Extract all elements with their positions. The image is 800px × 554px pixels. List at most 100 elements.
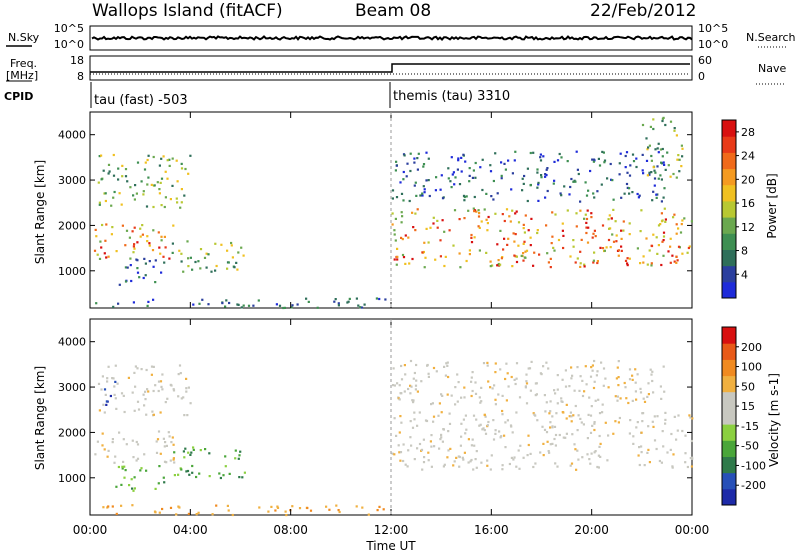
- velocity-echo-cell: [136, 367, 139, 370]
- power-echo-cell: [152, 229, 155, 232]
- power-echo-cell: [316, 306, 319, 309]
- power-echo-cell: [160, 271, 163, 274]
- power-echo-cell: [479, 166, 482, 169]
- power-echo-cell: [620, 249, 623, 252]
- velocity-echo-cell: [107, 449, 110, 452]
- velocity-echo-cell: [534, 462, 537, 465]
- velocity-echo-cell: [574, 404, 577, 408]
- power-echo-cell: [182, 270, 185, 273]
- velocity-echo-cell: [646, 395, 649, 398]
- power-echo-cell: [628, 187, 631, 190]
- velocity-echo-cell: [501, 468, 504, 471]
- velocity-echo-cell: [656, 415, 659, 418]
- velocity-echo-cell: [607, 386, 610, 389]
- power-echo-cell: [671, 254, 674, 257]
- power-echo-cell: [536, 231, 539, 235]
- power-echo-cell: [481, 158, 484, 161]
- velocity-echo-cell: [284, 510, 287, 513]
- velocity-echo-cell: [165, 461, 168, 464]
- power-echo-cell: [130, 279, 133, 283]
- velocity-echo-cell: [508, 462, 511, 466]
- power-echo-cell: [675, 134, 678, 137]
- velocity-echo-cell: [498, 430, 501, 433]
- power-echo-cell: [650, 154, 653, 158]
- velocity-echo-cell: [470, 458, 473, 462]
- power-echo-cell: [503, 237, 506, 240]
- power-echo-cell: [561, 229, 564, 232]
- velocity-echo-cell: [494, 429, 497, 432]
- velocity-echo-cell: [306, 506, 309, 510]
- velocity-echo-cell: [398, 398, 401, 401]
- power-echo-cell: [663, 207, 666, 210]
- power-echo-cell: [532, 151, 535, 154]
- power-echo-cell: [443, 264, 446, 268]
- power-echo-cell: [432, 222, 435, 225]
- velocity-echo-cell: [445, 362, 448, 365]
- power-echo-cell: [100, 178, 103, 181]
- velocity-echo-cell: [462, 458, 465, 461]
- power-echo-cell: [478, 212, 481, 215]
- power-echo-cell: [626, 262, 629, 265]
- velocity-echo-cell: [684, 461, 687, 464]
- velocity-echo-cell: [494, 403, 497, 406]
- power-echo-cell: [503, 162, 506, 165]
- velocity-echo-cell: [542, 454, 545, 457]
- velocity-echo-cell: [515, 362, 519, 365]
- velocity-colorbar-segment: [722, 424, 736, 441]
- power-echo-cell: [515, 260, 519, 264]
- power-echo-cell: [575, 225, 578, 228]
- power-echo-cell: [612, 240, 616, 243]
- power-echo-cell: [105, 223, 108, 226]
- velocity-echo-cell: [554, 433, 558, 437]
- power-echo-cell: [452, 244, 455, 247]
- power-echo-cell: [502, 248, 505, 251]
- power-echo-cell: [425, 151, 428, 154]
- power-echo-cell: [593, 229, 596, 232]
- velocity-echo-cell: [450, 394, 453, 397]
- power-echo-cell: [441, 197, 445, 200]
- velocity-echo-cell: [560, 400, 563, 403]
- power-echo-cell: [526, 199, 529, 203]
- velocity-echo-cell: [291, 505, 294, 508]
- power-echo-cell: [537, 199, 540, 202]
- velocity-echo-cell: [470, 376, 473, 379]
- velocity-echo-cell: [136, 443, 140, 446]
- power-echo-cell: [164, 196, 167, 199]
- velocity-echo-cell: [416, 424, 419, 427]
- power-echo-cell: [659, 148, 662, 151]
- power-echo-cell: [650, 264, 653, 267]
- beam-title: Beam 08: [355, 1, 431, 21]
- velocity-echo-cell: [175, 513, 178, 516]
- x-tick-label: 16:00: [474, 523, 509, 537]
- velocity-echo-cell: [391, 384, 395, 387]
- station-title: Wallops Island (fitACF): [92, 1, 283, 21]
- velocity-echo-cell: [134, 385, 137, 388]
- power-echo-cell: [171, 251, 174, 254]
- power-echo-cell: [491, 264, 494, 267]
- velocity-colorbar-segment: [722, 343, 736, 360]
- power-echo-cell: [384, 298, 387, 301]
- velocity-echo-cell: [534, 414, 537, 417]
- power-echo-cell: [423, 191, 426, 194]
- power-echo-cell: [512, 232, 515, 235]
- velocity-echo-cell: [414, 384, 418, 387]
- velocity-echo-cell: [427, 451, 430, 454]
- velocity-echo-cell: [123, 476, 126, 479]
- power-echo-cell: [98, 155, 101, 158]
- power-echo-cell: [142, 190, 145, 193]
- velocity-echo-cell: [512, 458, 515, 461]
- velocity-echo-cell: [133, 476, 136, 479]
- velocity-echo-cell: [114, 364, 117, 367]
- power-echo-cell: [659, 174, 662, 177]
- power-echo-cell: [652, 233, 655, 236]
- power-echo-cell: [160, 204, 163, 207]
- power-echo-cell: [101, 223, 104, 227]
- power-echo-cell: [652, 127, 655, 131]
- power-echo-cell: [628, 174, 632, 177]
- power-echo-cell: [662, 239, 665, 242]
- power-echo-cell: [470, 241, 474, 244]
- power-echo-cell: [575, 212, 578, 215]
- power-echo-cell: [628, 222, 631, 225]
- power-echo-cell: [471, 176, 474, 179]
- power-echo-cell: [510, 188, 513, 191]
